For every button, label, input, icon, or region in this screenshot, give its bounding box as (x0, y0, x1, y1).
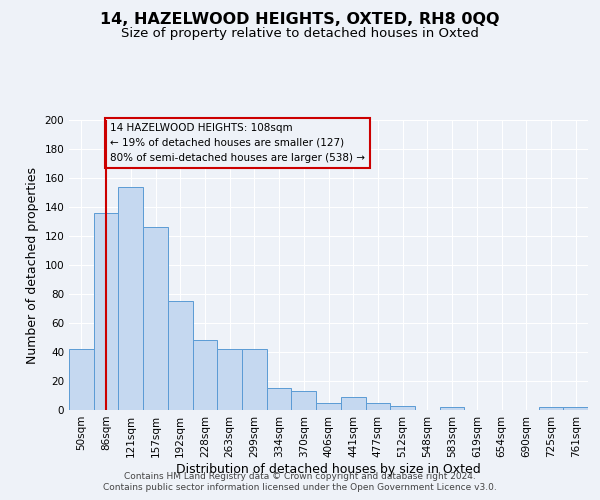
Text: Contains HM Land Registry data © Crown copyright and database right 2024.: Contains HM Land Registry data © Crown c… (124, 472, 476, 481)
Bar (390, 406, 415, 410)
Bar (267, 388, 292, 410)
Bar (143, 228, 168, 410)
Text: 14 HAZELWOOD HEIGHTS: 108sqm
← 19% of detached houses are smaller (127)
80% of s: 14 HAZELWOOD HEIGHTS: 108sqm ← 19% of de… (110, 123, 365, 162)
Bar (563, 407, 588, 410)
Bar (365, 403, 390, 410)
Bar (69, 349, 94, 410)
Bar (292, 391, 316, 410)
Bar (118, 186, 143, 410)
Y-axis label: Number of detached properties: Number of detached properties (26, 166, 39, 364)
Bar (242, 349, 267, 410)
Text: Contains public sector information licensed under the Open Government Licence v3: Contains public sector information licen… (103, 484, 497, 492)
Text: Size of property relative to detached houses in Oxted: Size of property relative to detached ho… (121, 28, 479, 40)
X-axis label: Distribution of detached houses by size in Oxted: Distribution of detached houses by size … (176, 462, 481, 475)
Bar (539, 407, 563, 410)
Bar (341, 397, 365, 410)
Bar (217, 349, 242, 410)
Bar (193, 340, 217, 410)
Bar (440, 407, 464, 410)
Bar (316, 403, 341, 410)
Text: 14, HAZELWOOD HEIGHTS, OXTED, RH8 0QQ: 14, HAZELWOOD HEIGHTS, OXTED, RH8 0QQ (100, 12, 500, 28)
Bar (94, 213, 118, 410)
Bar (168, 301, 193, 410)
